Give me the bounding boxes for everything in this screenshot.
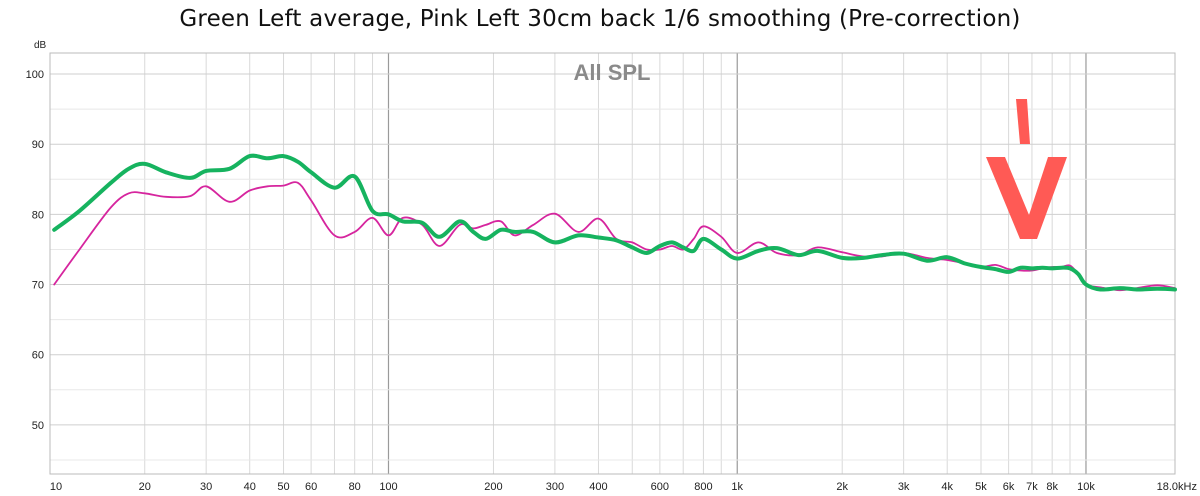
x-tick-label: 8k	[1046, 481, 1058, 493]
x-tick-label: 6k	[1003, 481, 1015, 493]
x-tick-label: 50	[277, 481, 289, 493]
x-tick-label: 40	[244, 481, 256, 493]
y-tick-label: 60	[32, 350, 44, 362]
x-tick-label: 600	[651, 481, 669, 493]
x-tick-label: 400	[589, 481, 607, 493]
x-tick-label: 4k	[941, 481, 953, 493]
red-annotation-arrow-icon	[986, 99, 1067, 239]
x-tick-label: 20	[139, 481, 151, 493]
x-tick-label: 3k	[898, 481, 910, 493]
y-tick-labels: 50 60 70 80 90 100	[26, 69, 44, 432]
x-tick-label: 300	[546, 481, 564, 493]
x-tick-label-end: 18.0kHz	[1157, 481, 1197, 493]
x-tick-label: 30	[200, 481, 212, 493]
y-tick-label: 90	[32, 139, 44, 151]
x-tick-label: 80	[349, 481, 361, 493]
x-tick-label: 10k	[1077, 481, 1095, 493]
series-line-pink	[53, 181, 1176, 292]
x-tick-label: 7k	[1026, 481, 1038, 493]
y-tick-label: 100	[26, 69, 44, 81]
x-tick-label: 5k	[975, 481, 987, 493]
plot-inner-title: All SPL	[573, 60, 650, 85]
x-tick-label: 100	[379, 481, 397, 493]
x-tick-label-start: 10	[50, 481, 62, 493]
y-unit-label: dB	[34, 40, 47, 51]
x-tick-label: 200	[484, 481, 502, 493]
y-tick-label: 50	[32, 420, 44, 432]
y-tick-label: 70	[32, 280, 44, 292]
plot-frame	[49, 52, 1176, 475]
y-tick-label: 80	[32, 209, 44, 221]
series-layer	[52, 153, 1177, 292]
x-tick-label: 2k	[836, 481, 848, 493]
grid-lines	[50, 53, 1175, 474]
series-line-green	[52, 153, 1177, 292]
x-tick-label: 1k	[731, 481, 743, 493]
x-tick-labels: 20 30 40 50 60 80 100 200 300 400 600 800 1k 2k 3k 4k 5k…	[50, 481, 1197, 493]
x-tick-label: 800	[694, 481, 712, 493]
chart-title: Green Left average, Pink Left 30cm back …	[179, 6, 1021, 32]
x-tick-label: 60	[305, 481, 317, 493]
